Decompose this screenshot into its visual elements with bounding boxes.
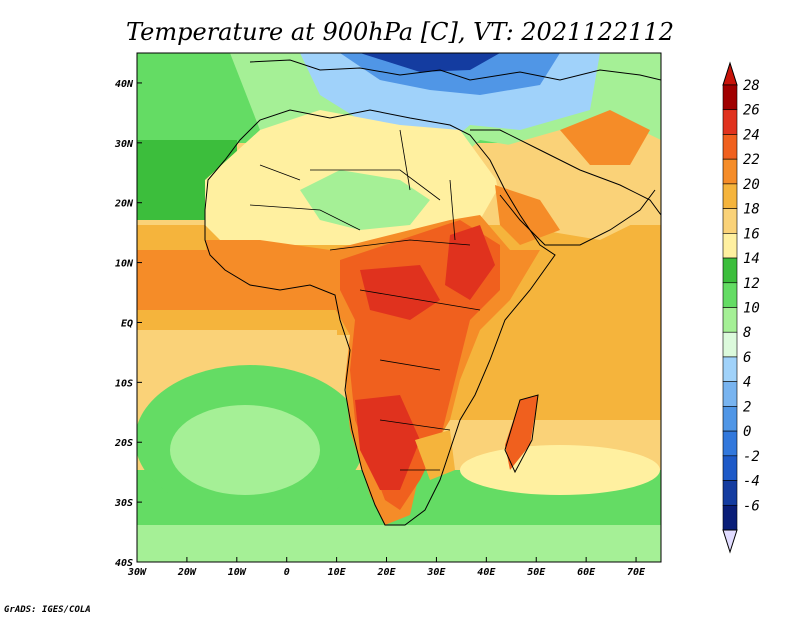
congo-hot: [360, 265, 440, 320]
country-borders: [249, 129, 481, 471]
colorbar-swatch: [722, 406, 738, 432]
europe-coldest: [360, 53, 500, 72]
colorbar-swatch: [722, 307, 738, 333]
y-tick-label: 10S: [115, 378, 133, 389]
colorbar-swatch: [722, 356, 738, 382]
colorbar-label: 20: [743, 177, 760, 193]
y-tick-label: 30N: [114, 139, 134, 150]
chart-title: Temperature at 900hPa [C], VT: 202112211…: [126, 18, 674, 46]
y-tick-label: 40S: [115, 558, 133, 569]
colorbar-swatch: [722, 455, 738, 481]
colorbar-label: 26: [743, 103, 760, 119]
colorbar-label: 28: [743, 78, 760, 94]
y-tick-label: 40N: [115, 79, 134, 90]
colorbar-label: 16: [743, 226, 760, 242]
temperature-map: [137, 53, 661, 562]
colorbar-swatch: [722, 331, 738, 358]
colorbar-label: 12: [743, 276, 760, 292]
colorbar-label: -6: [743, 498, 760, 514]
colorbar-swatch: [722, 480, 738, 506]
colorbar-label: 24: [743, 127, 760, 143]
colorbar-label: 2: [743, 399, 751, 415]
x-tick-label: 30W: [127, 567, 147, 578]
colorbar-swatch: [722, 257, 738, 284]
x-tick-label: 10E: [328, 567, 347, 578]
colorbar-swatch: [722, 183, 738, 209]
colorbar-label: 18: [743, 202, 760, 218]
map-frame: [136, 52, 662, 563]
x-tick-label: 40E: [477, 567, 496, 578]
y-tick-label: EQ: [121, 318, 133, 329]
colorbar-top-arrow: [722, 61, 738, 86]
kalahari-hot: [355, 395, 420, 490]
x-tick-label: 50E: [527, 567, 546, 578]
arabia-coastline: [470, 129, 661, 216]
y-tick-label: 20N: [114, 199, 134, 210]
central-sahara-cool: [300, 170, 430, 230]
indian-ocean-cool: [460, 445, 660, 495]
colorbar-swatch: [722, 504, 738, 531]
colorbar-swatch: [722, 158, 738, 185]
zimbabwe-mild: [415, 430, 455, 480]
madagascar-coastline: [504, 394, 539, 474]
y-tick-label: 30S: [114, 498, 133, 509]
madagascar-warm: [505, 395, 538, 470]
arabia-south-coastline: [499, 189, 656, 246]
y-tick-label: 20S: [114, 438, 133, 449]
colorbar-swatch: [722, 430, 738, 457]
colorbar-label: -2: [743, 449, 760, 465]
x-tick-label: 60E: [577, 567, 596, 578]
colorbar-swatch: [722, 381, 738, 407]
colorbar-label: 8: [743, 325, 751, 341]
colorbar-label: 0: [743, 424, 751, 440]
x-tick-label: 30E: [426, 567, 446, 578]
coastlines: [204, 59, 661, 526]
iran-warm: [560, 110, 650, 165]
africa-coastline: [204, 109, 556, 526]
colorbar-swatch: [722, 134, 738, 160]
colorbar-swatch: [722, 233, 738, 259]
credit-label: GrADS: IGES/COLA: [4, 605, 91, 615]
colorbar-swatch: [722, 84, 738, 111]
colorbar-label: 10: [743, 301, 760, 317]
colorbar-label: 4: [743, 375, 751, 391]
colorbar-bottom-arrow: [722, 529, 738, 554]
x-tick-label: 20E: [376, 567, 396, 578]
colorbar-label: 14: [743, 251, 760, 267]
colorbar-label: 6: [743, 350, 751, 366]
far-south-band: [137, 525, 661, 562]
colorbar-swatch: [722, 208, 738, 234]
y-tick-label: 10N: [115, 259, 134, 270]
latitude-ticks: 40N 30N 20N 10N EQ 10S 20S 30S 40S: [114, 79, 142, 569]
x-tick-label: 70E: [627, 567, 646, 578]
colorbar-swatch: [722, 109, 738, 135]
x-tick-label: 0: [284, 567, 290, 578]
south-atlantic-core: [170, 405, 320, 495]
colorbar-label: 22: [743, 152, 760, 168]
colorbar-label: -4: [743, 474, 760, 490]
x-tick-label: 10W: [228, 567, 247, 578]
longitude-ticks: 30W 20W 10W 0 10E 20E 30E 40E 50E 60E 70E: [127, 557, 646, 578]
x-tick-label: 20W: [177, 567, 197, 578]
colorbar-swatch: [722, 282, 738, 308]
